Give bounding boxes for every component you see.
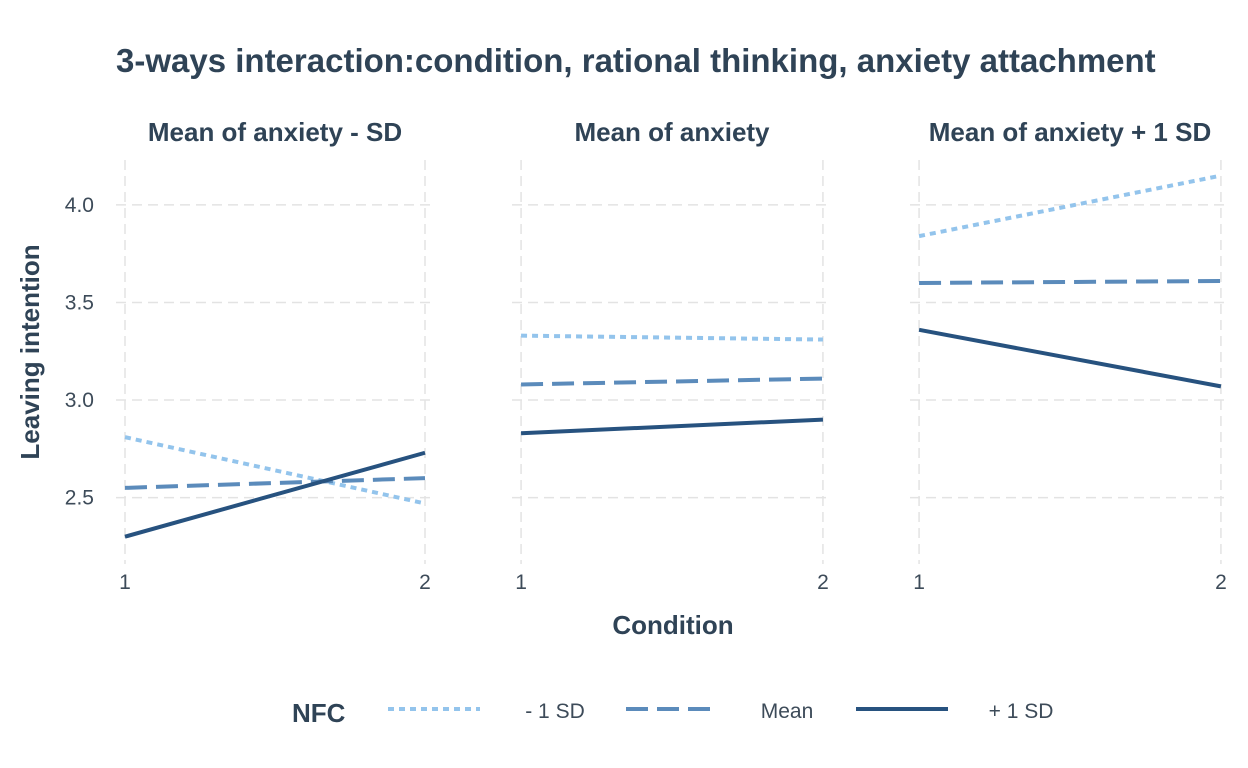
series-line: [918, 327, 1222, 389]
series-line: [918, 173, 1222, 239]
x-tick-label: 2: [419, 571, 431, 594]
series-line: [124, 450, 426, 539]
panel-1: Mean of anxiety - SD 1 2 2.5 3.0 3.5 4.0: [65, 117, 434, 594]
series-line: [919, 279, 1221, 285]
chart-title: 3-ways interaction:condition, rational t…: [116, 42, 1156, 79]
y-tick-label: 3.0: [65, 389, 94, 412]
panel-3: Mean of anxiety + 1 SD 1 2: [910, 117, 1230, 594]
legend: NFC - 1 SD Mean + 1 SD: [292, 698, 1053, 728]
y-axis-title: Leaving intention: [15, 244, 45, 459]
legend-label: + 1 SD: [989, 700, 1054, 723]
series-line: [521, 376, 823, 387]
legend-label: Mean: [761, 700, 814, 723]
panel-2: Mean of anxiety 1 2: [512, 117, 832, 594]
x-tick-label: 2: [817, 571, 829, 594]
x-tick-label: 2: [1215, 571, 1227, 594]
series-line: [124, 435, 426, 506]
series-line: [520, 417, 824, 436]
legend-label: - 1 SD: [525, 700, 585, 723]
series-line: [521, 333, 823, 342]
x-tick-label: 1: [515, 571, 527, 594]
x-axis-title: Condition: [612, 610, 733, 640]
x-tick-label: 1: [119, 571, 131, 594]
panel-title: Mean of anxiety + 1 SD: [929, 117, 1211, 147]
y-tick-label: 3.5: [65, 291, 94, 314]
panel-title: Mean of anxiety: [574, 117, 770, 147]
y-tick-label: 4.0: [65, 194, 94, 217]
x-tick-label: 1: [913, 571, 925, 594]
legend-title: NFC: [292, 698, 346, 728]
y-tick-label: 2.5: [65, 487, 94, 510]
series-line: [124, 476, 426, 490]
panel-title: Mean of anxiety - SD: [148, 117, 402, 147]
